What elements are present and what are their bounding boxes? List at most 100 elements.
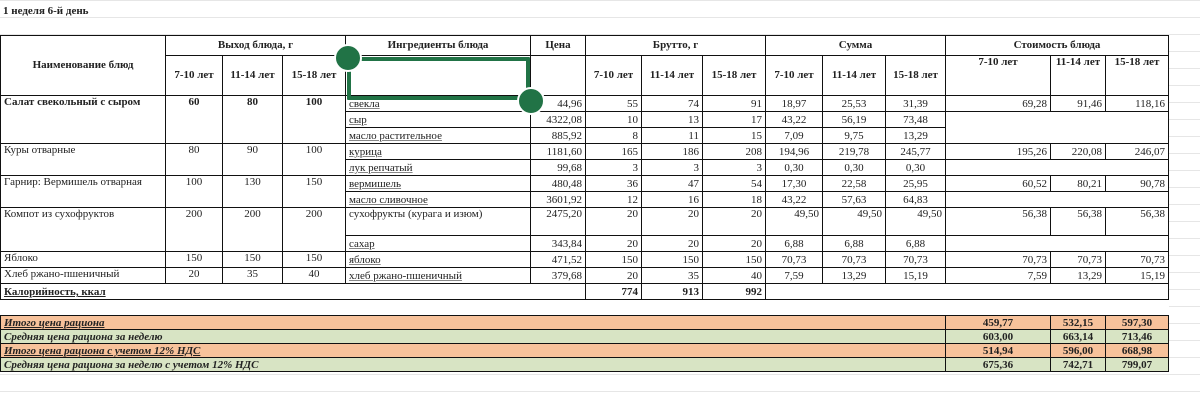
cost-blank[interactable]	[945, 159, 1169, 176]
dish-yield[interactable]: 80	[165, 143, 223, 176]
ingredient-gross[interactable]: 16	[641, 191, 703, 208]
dish-name[interactable]: Компот из сухофруктов	[0, 207, 166, 252]
ingredient-sum[interactable]: 13,29	[822, 267, 886, 284]
ingredient-price[interactable]: 480,48	[530, 175, 586, 192]
dish-cost[interactable]: 195,26	[945, 143, 1051, 160]
menu-cost-table[interactable]: Наименование блюд Выход блюда, г Ингредиен…	[0, 35, 1169, 372]
cost-blank[interactable]	[945, 191, 1169, 208]
dish-yield[interactable]: 150	[222, 251, 283, 268]
ingredient-gross[interactable]: 20	[702, 207, 766, 236]
ingredient-sum[interactable]: 70,73	[885, 251, 946, 268]
header-cost-age[interactable]: 7-10 лет	[945, 55, 1051, 96]
selection-handle-top-left[interactable]	[334, 44, 362, 72]
dish-cost[interactable]: 70,73	[1050, 251, 1106, 268]
ingredient-gross[interactable]: 8	[585, 127, 642, 144]
ingredient-sum[interactable]: 31,39	[885, 95, 946, 112]
ingredient-name[interactable]: сухофрукты (курага и изюм)	[345, 207, 531, 236]
ingredient-gross[interactable]: 74	[641, 95, 703, 112]
dish-cost[interactable]: 7,59	[945, 267, 1051, 284]
dish-cost[interactable]: 69,28	[945, 95, 1051, 112]
ingredient-gross[interactable]: 12	[585, 191, 642, 208]
ingredient-sum[interactable]: 13,29	[885, 127, 946, 144]
dish-cost[interactable]: 56,38	[945, 207, 1051, 236]
dish-cost[interactable]: 13,29	[1050, 267, 1106, 284]
ingredient-sum[interactable]: 70,73	[822, 251, 886, 268]
ingredient-price[interactable]: 379,68	[530, 267, 586, 284]
dish-yield[interactable]: 90	[222, 143, 283, 176]
ingredient-sum[interactable]: 17,30	[765, 175, 823, 192]
dish-yield[interactable]: 80	[222, 95, 283, 144]
calories-label[interactable]: Калорийность, ккал	[0, 283, 586, 300]
header-gross-age[interactable]: 11-14 лет	[641, 55, 703, 96]
header-gross-age[interactable]: 15-18 лет	[702, 55, 766, 96]
dish-cost[interactable]: 246,07	[1105, 143, 1169, 160]
ingredient-name[interactable]: вермишель	[345, 175, 531, 192]
ingredient-sum[interactable]: 7,09	[765, 127, 823, 144]
total-value[interactable]: 668,98	[1105, 343, 1169, 358]
total-value[interactable]: 459,77	[945, 315, 1051, 330]
header-sum[interactable]: Сумма	[765, 35, 946, 56]
ingredient-sum[interactable]: 6,88	[765, 235, 823, 252]
dish-yield[interactable]: 35	[222, 267, 283, 284]
ingredient-sum[interactable]: 43,22	[765, 191, 823, 208]
total-label[interactable]: Итого цена рациона с учетом 12% НДС	[0, 343, 946, 358]
dish-name[interactable]: Яблоко	[0, 251, 166, 268]
ingredient-sum[interactable]: 15,19	[885, 267, 946, 284]
ingredient-gross[interactable]: 17	[702, 111, 766, 128]
ingredient-gross[interactable]: 3	[585, 159, 642, 176]
dish-name[interactable]: Салат свекольный с сыром	[0, 95, 166, 144]
ingredient-price[interactable]: 2475,20	[530, 207, 586, 236]
cost-blank[interactable]	[945, 235, 1169, 252]
ingredient-name[interactable]: хлеб ржано-пшеничный	[345, 267, 531, 284]
dish-yield[interactable]: 100	[165, 175, 223, 208]
total-value[interactable]: 596,00	[1050, 343, 1106, 358]
ingredient-sum[interactable]: 0,30	[885, 159, 946, 176]
ingredient-gross[interactable]: 10	[585, 111, 642, 128]
dish-name[interactable]: Куры отварные	[0, 143, 166, 176]
ingredient-price[interactable]: 1181,60	[530, 143, 586, 160]
ingredient-sum[interactable]: 70,73	[765, 251, 823, 268]
ingredient-gross[interactable]: 20	[585, 235, 642, 252]
dish-cost[interactable]: 80,21	[1050, 175, 1106, 192]
dish-cost[interactable]: 220,08	[1050, 143, 1106, 160]
dish-cost[interactable]: 91,46	[1050, 95, 1106, 112]
ingredient-sum[interactable]: 57,63	[822, 191, 886, 208]
ingredient-sum[interactable]: 0,30	[822, 159, 886, 176]
ingredient-sum[interactable]: 18,97	[765, 95, 823, 112]
ingredient-gross[interactable]: 150	[585, 251, 642, 268]
dish-yield[interactable]: 100	[282, 143, 346, 176]
ingredient-sum[interactable]: 219,78	[822, 143, 886, 160]
ingredient-gross[interactable]: 55	[585, 95, 642, 112]
dish-yield[interactable]: 200	[282, 207, 346, 252]
ingredient-gross[interactable]: 186	[641, 143, 703, 160]
ingredient-sum[interactable]: 43,22	[765, 111, 823, 128]
dish-yield[interactable]: 20	[165, 267, 223, 284]
total-value[interactable]: 597,30	[1105, 315, 1169, 330]
ingredient-gross[interactable]: 20	[585, 207, 642, 236]
header-dish-name[interactable]: Наименование блюд	[0, 35, 166, 96]
ingredient-sum[interactable]: 25,53	[822, 95, 886, 112]
ingredient-gross[interactable]: 35	[641, 267, 703, 284]
ingredient-sum[interactable]: 7,59	[765, 267, 823, 284]
calories-value[interactable]: 913	[641, 283, 703, 300]
dish-cost[interactable]: 118,16	[1105, 95, 1169, 112]
ingredient-sum[interactable]: 56,19	[822, 111, 886, 128]
dish-yield[interactable]: 200	[222, 207, 283, 252]
total-value[interactable]: 675,36	[945, 357, 1051, 372]
ingredient-gross[interactable]: 11	[641, 127, 703, 144]
header-cost[interactable]: Стоимость блюда	[945, 35, 1169, 56]
ingredient-gross[interactable]: 150	[641, 251, 703, 268]
ingredient-sum[interactable]: 0,30	[765, 159, 823, 176]
ingredient-gross[interactable]: 20	[641, 235, 703, 252]
ingredient-gross[interactable]: 3	[702, 159, 766, 176]
header-sum-age[interactable]: 11-14 лет	[822, 55, 886, 96]
ingredient-sum[interactable]: 73,48	[885, 111, 946, 128]
ingredient-sum[interactable]: 25,95	[885, 175, 946, 192]
ingredient-sum[interactable]: 64,83	[885, 191, 946, 208]
ingredient-name[interactable]: сыр	[345, 111, 531, 128]
dish-yield[interactable]: 150	[165, 251, 223, 268]
ingredient-price[interactable]: 4322,08	[530, 111, 586, 128]
header-yield-age[interactable]: 7-10 лет	[165, 55, 223, 96]
total-value[interactable]: 532,15	[1050, 315, 1106, 330]
dish-name[interactable]: Гарнир: Вермишель отварная	[0, 175, 166, 208]
